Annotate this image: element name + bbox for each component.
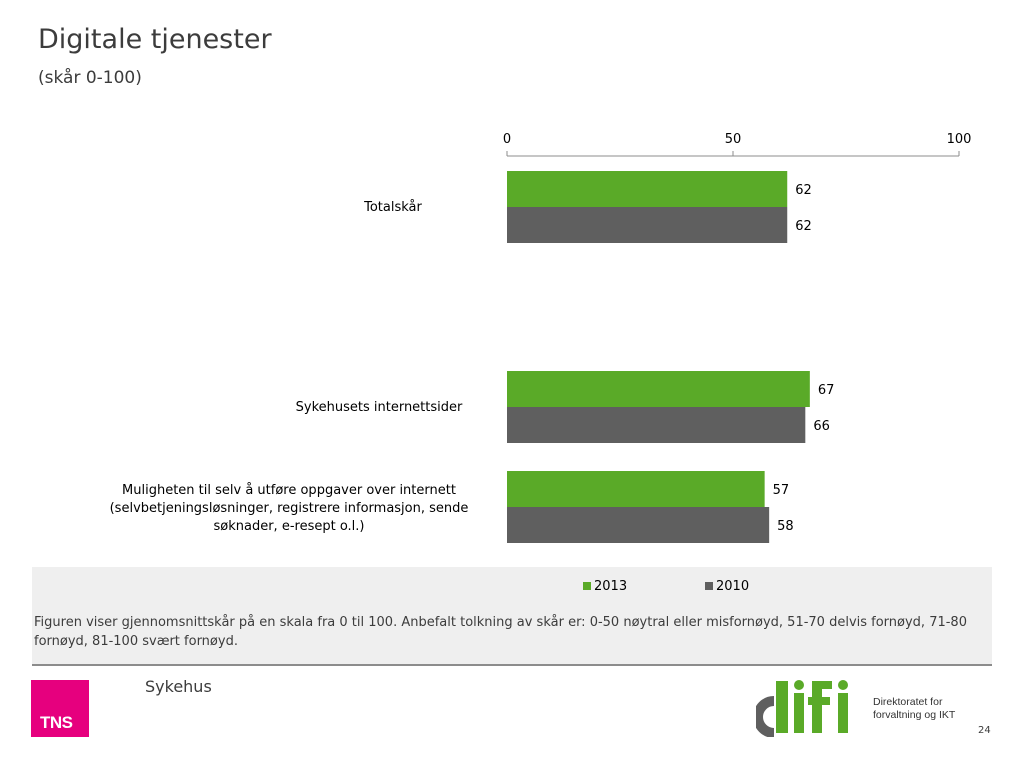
- legend-swatch: [583, 582, 591, 590]
- tns-logo: TNS: [31, 680, 89, 737]
- legend-item-2013: 2013: [583, 579, 627, 594]
- bar-2013: [507, 171, 788, 207]
- bar-2010: [507, 207, 788, 243]
- bar-2013: [507, 371, 810, 407]
- difi-logo: [756, 680, 848, 737]
- legend-panel: 2013 2010 Figuren viser gjennomsnittskår …: [32, 567, 992, 666]
- legend-item-2010: 2010: [705, 579, 749, 594]
- difi-org-name: Direktoratet for forvaltning og IKT: [873, 696, 955, 722]
- bar-value-label: 66: [813, 419, 830, 434]
- segment-label: Sykehus: [145, 677, 212, 696]
- bar-value-label: 67: [818, 383, 835, 398]
- bar-value-label: 58: [777, 519, 794, 534]
- x-tick-label: 50: [725, 132, 742, 147]
- interpretation-note: Figuren viser gjennomsnittskår på en ska…: [34, 615, 967, 649]
- bar-2013: [507, 471, 765, 507]
- legend-swatch: [705, 582, 713, 590]
- page-number: 24: [978, 725, 991, 736]
- bar-value-label: 57: [773, 483, 790, 498]
- tns-logo-text: TNS: [40, 713, 73, 732]
- difi-org-line2: forvaltning og IKT: [873, 709, 956, 721]
- bar-value-label: 62: [795, 183, 812, 198]
- difi-org-line1: Direktoratet for: [873, 696, 943, 708]
- category-label: Sykehusets internettsider: [295, 400, 463, 415]
- difi-logo-mark: [756, 680, 848, 737]
- bar-2010: [507, 507, 770, 543]
- x-tick-label: 100: [947, 132, 972, 147]
- bar-value-label: 62: [795, 219, 812, 234]
- legend-label: 2013: [594, 579, 628, 594]
- bar-chart: 0 50 100 62 62 67 66 57 58: [503, 132, 972, 543]
- x-tick-label: 0: [503, 132, 511, 147]
- page-subtitle: (skår 0-100): [38, 68, 142, 88]
- bar-2010: [507, 407, 806, 443]
- category-label: Muligheten til selv å utføre oppgaver ov…: [109, 483, 469, 534]
- legend-label: 2010: [716, 579, 750, 594]
- category-label: Totalskår: [364, 200, 422, 215]
- page-title: Digitale tjenester: [38, 24, 272, 55]
